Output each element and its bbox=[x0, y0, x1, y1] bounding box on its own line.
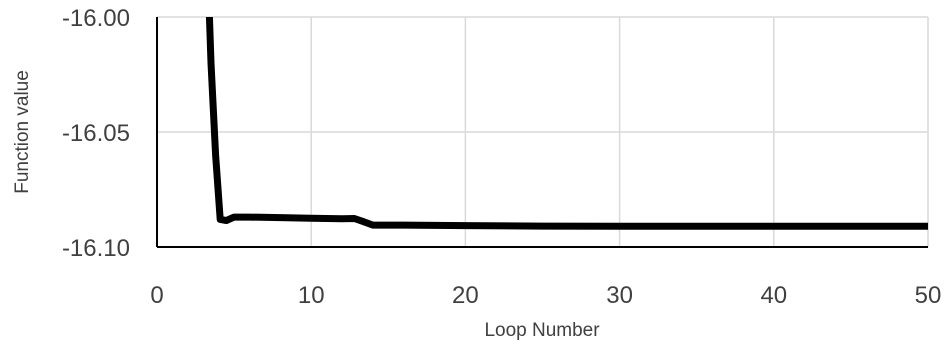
x-tick-label: 30 bbox=[606, 282, 633, 309]
y-tick-label: -16.05 bbox=[62, 120, 130, 147]
tick-labels: 0 10 20 30 40 50 -16.00 -16.05 -16.10 bbox=[62, 5, 941, 309]
x-tick-label: 0 bbox=[150, 282, 163, 309]
x-tick-label: 10 bbox=[298, 282, 325, 309]
y-tick-label: -16.10 bbox=[62, 235, 130, 262]
x-tick-label: 40 bbox=[760, 282, 787, 309]
x-axis-title: Loop Number bbox=[484, 320, 600, 341]
x-tick-label: 20 bbox=[452, 282, 479, 309]
x-tick-label: 50 bbox=[915, 282, 942, 309]
gridlines bbox=[157, 16, 929, 247]
y-tick-label: -16.00 bbox=[62, 5, 130, 32]
series-line bbox=[205, 17, 928, 230]
series-layer bbox=[205, 17, 928, 230]
axes bbox=[156, 17, 928, 248]
y-axis-title: Function value bbox=[12, 70, 33, 194]
